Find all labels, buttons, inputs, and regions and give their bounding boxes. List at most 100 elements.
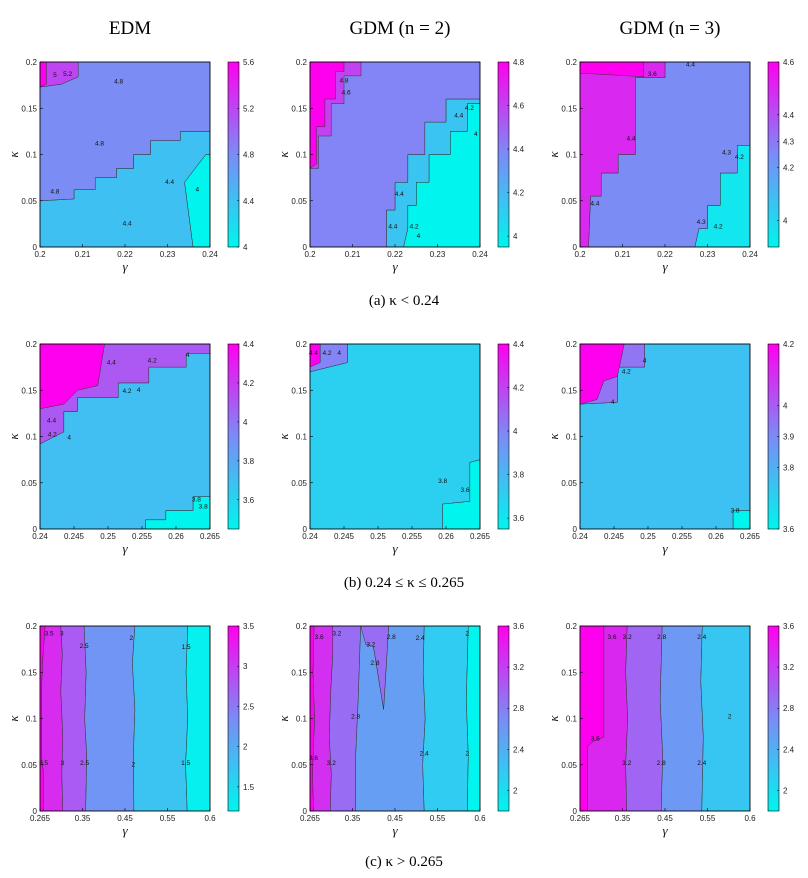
- y-tick-label: 0.15: [561, 668, 577, 677]
- contour-panel: 0.265 0.35 0.45 0.55 0.6 0 0.05 0.1 0.15 0.2 γ κ 3.6…: [276, 622, 525, 838]
- colorbar-tick-label: 3.6: [243, 496, 255, 505]
- x-tick-label: 0.22: [657, 250, 673, 259]
- y-tick-label: 0.05: [21, 479, 37, 488]
- contour-value-label: 4.3: [722, 150, 731, 157]
- x-tick-label: 0.35: [75, 814, 91, 823]
- y-tick-label: 0: [303, 807, 308, 816]
- x-tick-label: 0.45: [387, 814, 403, 823]
- x-tick-label: 0.265: [570, 814, 591, 823]
- contour-value-label: 3.8: [731, 507, 740, 514]
- contour-value-label: 2.4: [420, 751, 429, 758]
- colorbar-tick-label: 4.4: [243, 197, 255, 206]
- contour-region: [466, 625, 481, 812]
- colorbar-tick-label: 2.5: [243, 702, 255, 711]
- y-tick-label: 0: [573, 807, 578, 816]
- contour-value-label: 3.6: [461, 487, 470, 494]
- colorbar-tick-label: 2: [783, 786, 788, 795]
- colorbar: [497, 625, 510, 812]
- y-tick-label: 0.2: [566, 340, 578, 349]
- y-tick-label: 0.05: [561, 761, 577, 770]
- y-tick-label: 0.2: [566, 58, 578, 67]
- x-tick-label: 0.6: [204, 814, 216, 823]
- y-tick-label: 0.05: [291, 761, 307, 770]
- colorbar-tick-label: 4.4: [783, 111, 795, 120]
- contour-value-label: 4.8: [114, 78, 123, 85]
- x-tick-label: 0.255: [672, 532, 693, 541]
- colorbar-tick-label: 4.2: [783, 340, 795, 349]
- column-title-gdm-n3: GDM (n = 3): [620, 18, 721, 39]
- x-tick-label: 0.265: [200, 532, 221, 541]
- contour-value-label: 3.6: [648, 71, 657, 78]
- x-tick-label: 0.255: [132, 532, 153, 541]
- colorbar-tick-label: 3.2: [513, 663, 525, 672]
- contour-value-label: 3.6: [607, 634, 616, 641]
- y-tick-label: 0.1: [296, 715, 308, 724]
- x-tick-label: 0.24: [202, 250, 218, 259]
- colorbar-tick-label: 3.6: [783, 622, 795, 631]
- contour-panel: 0.265 0.35 0.45 0.55 0.6 0 0.05 0.1 0.15 0.2 γ κ 3.6…: [546, 622, 795, 838]
- y-tick-label: 0.05: [291, 197, 307, 206]
- contour-region: [625, 625, 663, 812]
- contour-value-label: 4.2: [410, 224, 419, 231]
- x-tick-label: 0.24: [32, 532, 48, 541]
- x-tick-label: 0.245: [64, 532, 85, 541]
- contour-value-label: 1.5: [181, 760, 190, 767]
- contour-region: [39, 61, 47, 88]
- colorbar-tick-label: 4.2: [513, 189, 525, 198]
- colorbar: [227, 343, 240, 530]
- contour-region: [132, 625, 188, 812]
- x-axis-label: γ: [122, 541, 128, 556]
- y-tick-label: 0.1: [26, 433, 38, 442]
- contour-panel: 0.2 0.21 0.22 0.23 0.24 0 0.05 0.1 0.15 0.2 γ κ 4.4 4…: [546, 58, 795, 274]
- contour-value-label: 4: [417, 233, 421, 240]
- colorbar-tick-label: 4: [243, 418, 248, 427]
- contour-region: [360, 625, 389, 710]
- y-tick-label: 0: [573, 525, 578, 534]
- x-tick-label: 0.23: [160, 250, 176, 259]
- x-tick-label: 0.25: [640, 532, 656, 541]
- contour-value-label: 3.5: [39, 760, 48, 767]
- contour-value-label: 5: [53, 72, 57, 79]
- y-tick-label: 0.1: [296, 433, 308, 442]
- contour-value-label: 4.4: [626, 136, 635, 143]
- colorbar-tick-label: 4.2: [513, 384, 525, 393]
- contour-value-label: 4.8: [339, 77, 348, 84]
- y-tick-label: 0: [33, 525, 38, 534]
- x-tick-label: 0.245: [334, 532, 355, 541]
- y-tick-label: 0.15: [291, 668, 307, 677]
- colorbar: [497, 61, 510, 248]
- contour-value-label: 4.2: [465, 105, 474, 112]
- contour-value-label: 2.8: [387, 634, 396, 641]
- contour-value-label: 4.3: [697, 219, 706, 226]
- contour-value-label: 4: [611, 399, 615, 406]
- contour-value-label: 4.4: [107, 359, 116, 366]
- y-tick-label: 0.1: [566, 715, 578, 724]
- colorbar-tick-label: 4.8: [513, 58, 525, 67]
- y-tick-label: 0.15: [21, 386, 37, 395]
- y-axis-label: κ: [6, 715, 21, 722]
- x-tick-label: 0.2: [574, 250, 586, 259]
- contour-value-label: 4: [67, 434, 71, 441]
- contour-value-label: 2.8: [657, 760, 666, 767]
- x-tick-label: 0.2: [34, 250, 46, 259]
- y-tick-label: 0.2: [566, 622, 578, 631]
- x-tick-label: 0.35: [345, 814, 361, 823]
- y-tick-label: 0: [33, 243, 38, 252]
- colorbar-tick-label: 3.5: [243, 622, 255, 631]
- contour-value-label: 3.2: [623, 634, 632, 641]
- y-tick-label: 0.1: [26, 715, 38, 724]
- x-axis-label: γ: [122, 259, 128, 274]
- y-tick-label: 0: [303, 243, 308, 252]
- y-tick-label: 0: [573, 243, 578, 252]
- y-tick-label: 0.2: [26, 622, 38, 631]
- contour-value-label: 3: [61, 760, 65, 767]
- x-tick-label: 0.21: [615, 250, 631, 259]
- contour-value-label: 2: [466, 751, 470, 758]
- colorbar: [767, 625, 780, 812]
- contour-value-label: 4.8: [50, 188, 59, 195]
- y-tick-label: 0.1: [566, 151, 578, 160]
- contour-value-label: 4: [474, 131, 478, 138]
- contour-value-label: 4.4: [47, 418, 56, 425]
- colorbar-tick-label: 3.8: [243, 457, 255, 466]
